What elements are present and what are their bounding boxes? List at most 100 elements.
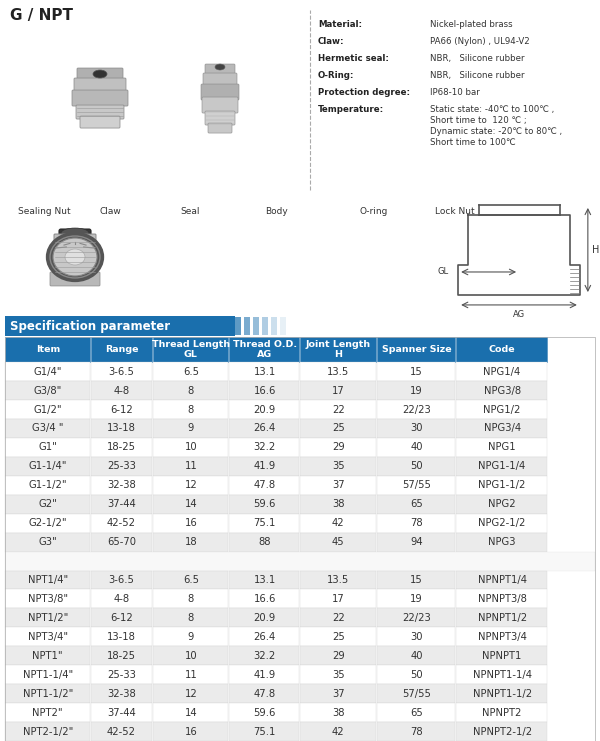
FancyBboxPatch shape (5, 438, 89, 457)
FancyBboxPatch shape (5, 381, 89, 400)
FancyBboxPatch shape (74, 78, 126, 92)
FancyBboxPatch shape (300, 514, 376, 533)
FancyBboxPatch shape (377, 589, 455, 608)
Text: 57/55: 57/55 (402, 688, 431, 699)
Text: NPT3/8": NPT3/8" (28, 594, 68, 604)
Ellipse shape (53, 232, 97, 282)
FancyBboxPatch shape (300, 438, 376, 457)
FancyBboxPatch shape (5, 337, 89, 362)
Text: Lock Nut: Lock Nut (435, 207, 475, 216)
Text: NPNPT1-1/2: NPNPT1-1/2 (473, 688, 532, 699)
Text: NPT2-1/2": NPT2-1/2" (23, 726, 73, 737)
FancyBboxPatch shape (457, 337, 547, 362)
Text: Code: Code (489, 345, 515, 354)
Text: NBR,   Silicone rubber: NBR, Silicone rubber (430, 71, 524, 80)
Text: 11: 11 (184, 670, 197, 679)
Text: 9: 9 (188, 632, 194, 642)
Text: 13-18: 13-18 (107, 632, 136, 642)
FancyBboxPatch shape (91, 589, 151, 608)
Text: Claw:: Claw: (318, 37, 344, 46)
FancyBboxPatch shape (91, 457, 151, 476)
Text: Dynamic state: -20℃ to 80℃ ,: Dynamic state: -20℃ to 80℃ , (430, 127, 562, 136)
Text: 4-8: 4-8 (113, 385, 130, 396)
FancyBboxPatch shape (72, 90, 128, 106)
FancyBboxPatch shape (229, 514, 299, 533)
Text: G2-1/2": G2-1/2" (28, 518, 67, 528)
FancyBboxPatch shape (205, 111, 235, 125)
FancyBboxPatch shape (152, 337, 228, 362)
FancyBboxPatch shape (300, 589, 376, 608)
Text: 12: 12 (184, 688, 197, 699)
Text: 26.4: 26.4 (253, 632, 276, 642)
FancyBboxPatch shape (377, 533, 455, 551)
Text: 9: 9 (188, 423, 194, 433)
Text: 6-12: 6-12 (110, 613, 133, 623)
FancyBboxPatch shape (91, 476, 151, 495)
FancyBboxPatch shape (205, 64, 235, 76)
FancyBboxPatch shape (229, 476, 299, 495)
FancyBboxPatch shape (377, 514, 455, 533)
Text: 59.6: 59.6 (253, 708, 276, 717)
FancyBboxPatch shape (377, 703, 455, 722)
FancyBboxPatch shape (5, 722, 89, 741)
FancyBboxPatch shape (152, 628, 228, 646)
FancyBboxPatch shape (5, 703, 89, 722)
Text: 13.5: 13.5 (327, 367, 349, 376)
FancyBboxPatch shape (300, 362, 376, 381)
FancyBboxPatch shape (91, 362, 151, 381)
FancyBboxPatch shape (300, 684, 376, 703)
FancyBboxPatch shape (229, 533, 299, 551)
FancyBboxPatch shape (152, 665, 228, 684)
FancyBboxPatch shape (5, 362, 89, 381)
FancyBboxPatch shape (457, 495, 547, 514)
FancyBboxPatch shape (229, 665, 299, 684)
FancyBboxPatch shape (152, 476, 228, 495)
Text: 32-38: 32-38 (107, 480, 136, 491)
FancyBboxPatch shape (377, 362, 455, 381)
FancyBboxPatch shape (76, 105, 124, 119)
Text: 94: 94 (410, 537, 423, 547)
Text: NPT1-1/2": NPT1-1/2" (23, 688, 73, 699)
Text: 6.5: 6.5 (183, 575, 199, 585)
FancyBboxPatch shape (91, 514, 151, 533)
Text: 37-44: 37-44 (107, 708, 136, 717)
Text: 10: 10 (185, 651, 197, 661)
FancyBboxPatch shape (229, 400, 299, 419)
Text: 32.2: 32.2 (253, 442, 276, 453)
Text: 8: 8 (188, 385, 194, 396)
FancyBboxPatch shape (91, 419, 151, 438)
FancyBboxPatch shape (229, 589, 299, 608)
Text: 18-25: 18-25 (107, 442, 136, 453)
Text: 3-6.5: 3-6.5 (109, 575, 134, 585)
Text: NPNPT1/4: NPNPT1/4 (478, 575, 527, 585)
FancyBboxPatch shape (300, 703, 376, 722)
Text: 13.1: 13.1 (253, 575, 276, 585)
Text: G3/4 ": G3/4 " (32, 423, 64, 433)
Text: 13-18: 13-18 (107, 423, 136, 433)
FancyBboxPatch shape (91, 628, 151, 646)
Text: 41.9: 41.9 (253, 670, 276, 679)
Text: 35: 35 (332, 462, 344, 471)
Text: 59.6: 59.6 (253, 499, 276, 509)
Text: 29: 29 (332, 651, 345, 661)
FancyBboxPatch shape (457, 571, 547, 589)
Text: Body: Body (265, 207, 288, 216)
Text: NPNPT3/4: NPNPT3/4 (478, 632, 527, 642)
FancyBboxPatch shape (377, 628, 455, 646)
Text: G1": G1" (38, 442, 57, 453)
Text: 57/55: 57/55 (402, 480, 431, 491)
FancyBboxPatch shape (152, 703, 228, 722)
Text: Nickel-plated brass: Nickel-plated brass (430, 20, 512, 29)
Text: NPG2: NPG2 (488, 499, 516, 509)
Text: O-ring: O-ring (360, 207, 388, 216)
FancyBboxPatch shape (91, 337, 151, 362)
Text: 20.9: 20.9 (253, 613, 276, 623)
FancyBboxPatch shape (300, 400, 376, 419)
FancyBboxPatch shape (5, 628, 89, 646)
FancyBboxPatch shape (5, 400, 89, 419)
Text: 15: 15 (410, 367, 423, 376)
Text: 65: 65 (410, 708, 423, 717)
FancyBboxPatch shape (457, 362, 547, 381)
Text: 13.5: 13.5 (327, 575, 349, 585)
FancyBboxPatch shape (5, 316, 235, 336)
